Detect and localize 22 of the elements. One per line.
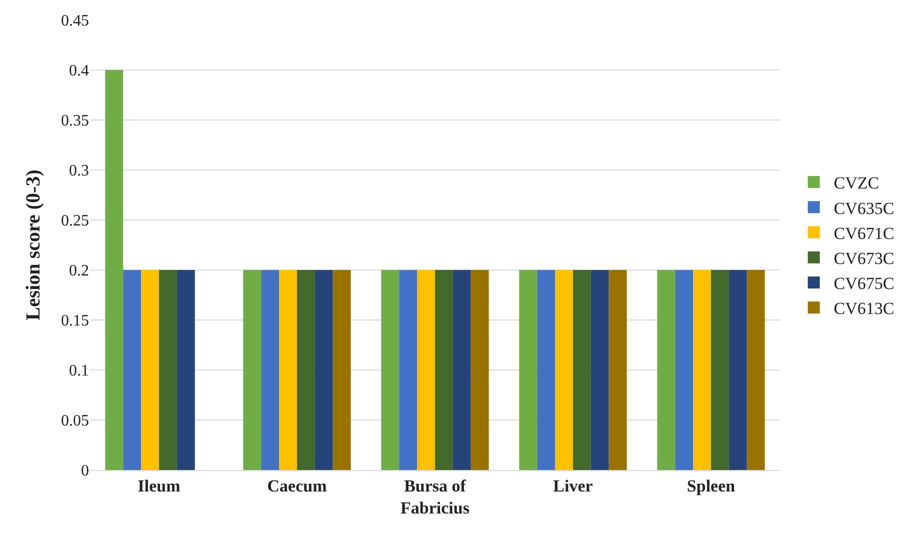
y-axis-title: Lesion score (0-3) — [22, 170, 44, 320]
x-tick-label: Spleen — [686, 476, 736, 496]
legend-label: CV673C — [834, 248, 894, 268]
y-tick-label: 0.35 — [61, 112, 89, 130]
y-tick-label: 0.4 — [69, 62, 89, 80]
y-tick-label: 0 — [81, 462, 89, 480]
y-tick-label: 0.05 — [61, 412, 89, 430]
x-tick-label: Caecum — [267, 476, 327, 496]
legend-label: CV675C — [834, 274, 894, 294]
x-tick-label: Liver — [553, 476, 594, 496]
x-tick-label: Ileum — [138, 476, 180, 496]
y-tick-label: 0.3 — [69, 162, 89, 180]
legend-label: CV671C — [834, 224, 894, 243]
y-tick-label: 0.15 — [61, 312, 89, 330]
x-tick-label: Bursa of Fabricius — [400, 476, 470, 518]
legend-label: CVZC — [834, 174, 880, 193]
legend-label: CV635C — [834, 198, 894, 218]
y-tick-label: 0.45 — [61, 12, 89, 30]
y-tick-label: 0.1 — [69, 362, 89, 380]
legend-label: CV613C — [834, 299, 894, 318]
y-tick-label: 0.25 — [61, 212, 89, 230]
y-tick-label: 0.2 — [69, 262, 89, 280]
